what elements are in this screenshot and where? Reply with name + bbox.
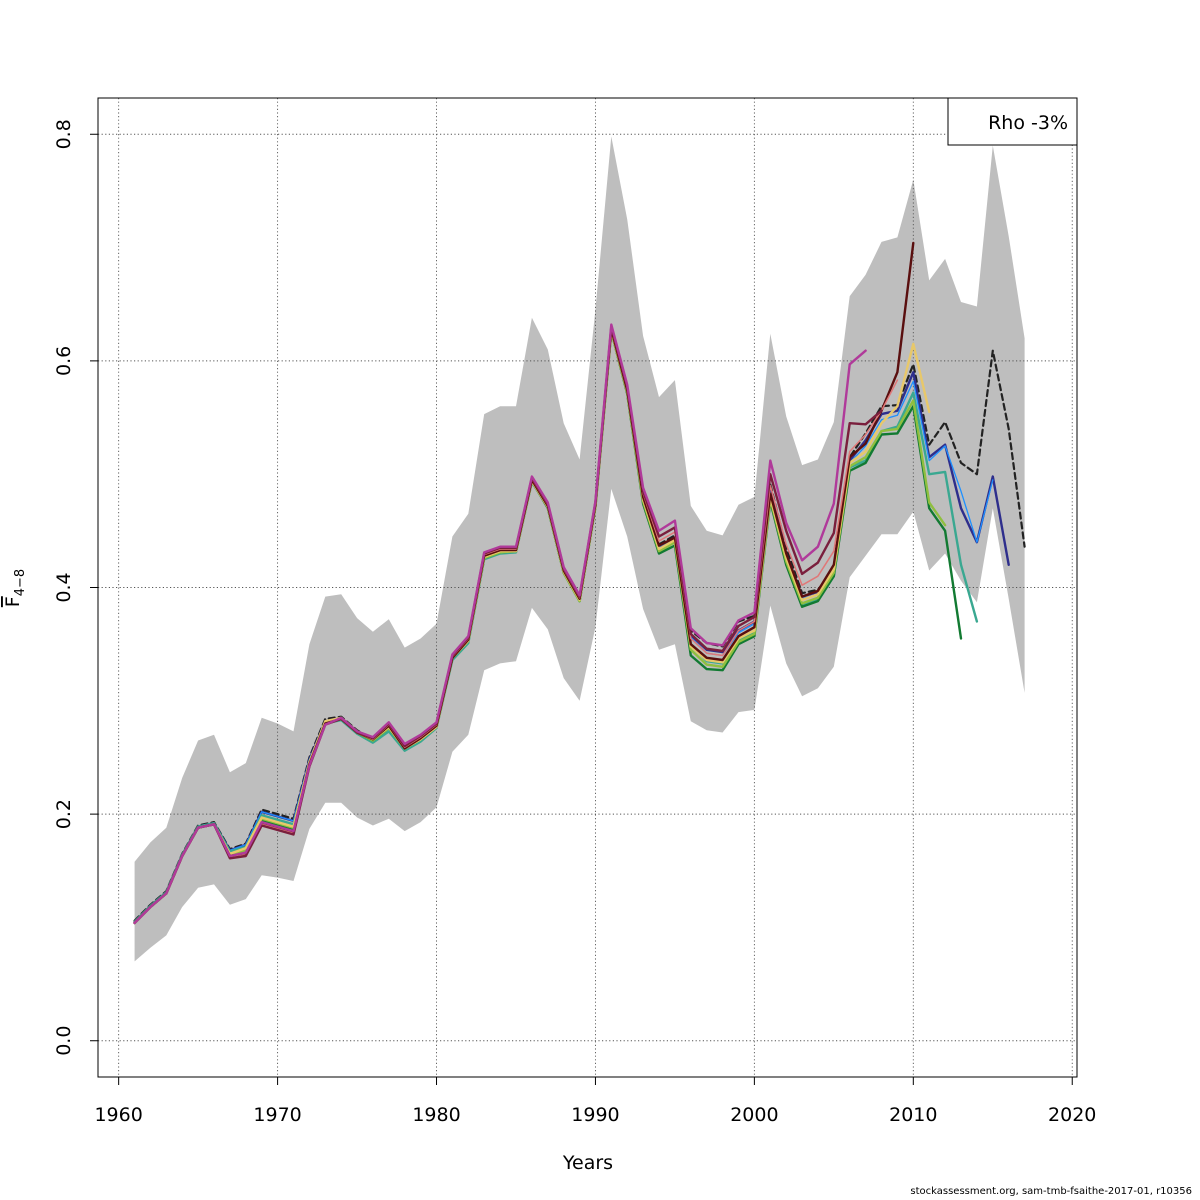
x-tick-label: 1980 xyxy=(412,1104,460,1126)
y-tick-label: 0.0 xyxy=(53,1026,75,1056)
y-axis-label-sub: 4−8 xyxy=(13,569,28,596)
y-axis-label-main: F xyxy=(2,596,24,607)
x-tick-label: 2020 xyxy=(1048,1104,1096,1126)
x-axis-label: Years xyxy=(562,1152,613,1174)
confidence-band-layer xyxy=(134,136,1025,962)
axis-layer: 1960 1970 1980 1990 2000 2010 2020 0.0 0.2 0.4 0.6… xyxy=(53,119,1096,1126)
svg-text:F4−8: F4−8 xyxy=(2,569,28,607)
x-tick-label: 1990 xyxy=(571,1104,619,1126)
x-tick-label: 1960 xyxy=(94,1104,142,1126)
y-tick-label: 0.8 xyxy=(53,119,75,149)
y-tick-label: 0.2 xyxy=(53,799,75,829)
series-line-2007 xyxy=(133,323,867,925)
x-tick-label: 2010 xyxy=(889,1104,937,1126)
confidence-band xyxy=(134,136,1025,962)
y-axis-label: F4−8 xyxy=(2,569,28,607)
legend-box xyxy=(947,97,1078,146)
y-tick-label: 0.6 xyxy=(53,346,75,376)
x-tick-label: 2000 xyxy=(730,1104,778,1126)
legend-text: Rho -3% xyxy=(988,112,1068,134)
legend: Rho -3% xyxy=(947,97,1078,146)
footer-caption: stockassessment.org, sam-tmb-fsaithe-201… xyxy=(910,1186,1192,1197)
x-tick-label: 1970 xyxy=(253,1104,301,1126)
series-layer xyxy=(133,241,1026,925)
y-tick-label: 0.4 xyxy=(53,572,75,602)
